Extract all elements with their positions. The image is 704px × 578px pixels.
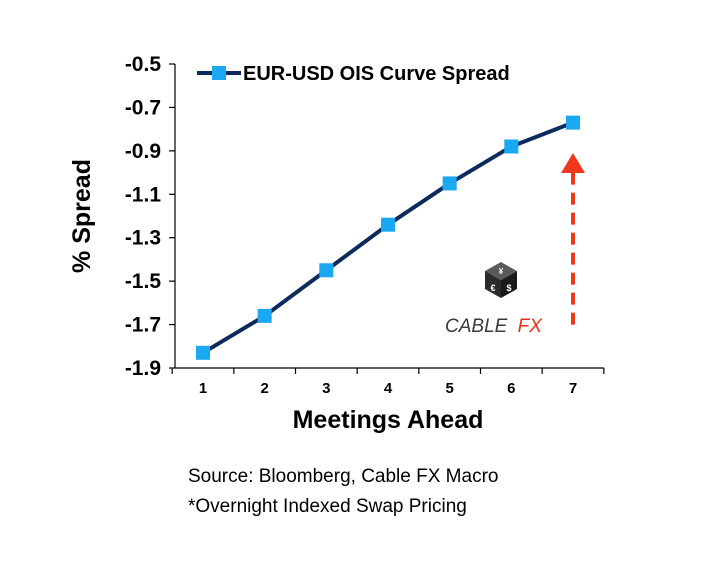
x-tick-label: 4: [384, 380, 393, 397]
data-point: [196, 345, 210, 360]
data-point: [257, 308, 272, 323]
logo-wordmark: CABLE FX: [445, 316, 543, 337]
cable-fx-logo: € $ ¥ CABLE FX: [445, 262, 543, 337]
x-tick-label: 2: [260, 380, 268, 397]
y-tick-label: -0.7: [125, 96, 161, 119]
legend: EUR-USD OIS Curve Spread: [197, 63, 510, 85]
x-axis-title: Meetings Ahead: [293, 406, 484, 434]
y-ticks: -0.5 -0.7 -0.9 -1.1 -1.3 -1.5 -1.7 -1.9: [125, 53, 175, 380]
legend-marker: [212, 66, 226, 80]
logo-text-accent: FX: [518, 316, 544, 337]
x-tick-label: 3: [322, 380, 330, 397]
x-tick-label: 5: [445, 380, 453, 397]
svg-text:¥: ¥: [499, 267, 504, 276]
series-layer: [196, 115, 580, 360]
x-tick-label: 7: [569, 380, 577, 397]
y-tick-label: -1.9: [125, 357, 161, 380]
dice-icon: € $ ¥: [485, 262, 517, 298]
data-point: [504, 139, 519, 154]
data-point: [566, 115, 580, 130]
y-tick-label: -0.5: [125, 53, 162, 76]
x-tick-label: 6: [507, 380, 515, 397]
svg-text:€: €: [490, 283, 495, 293]
logo-text-main: CABLE: [445, 316, 508, 337]
y-tick-label: -1.1: [125, 183, 162, 206]
y-tick-label: -1.3: [125, 227, 161, 250]
data-point: [381, 217, 395, 232]
axes: [174, 64, 604, 369]
x-ticks: 1 2 3 4 5 6 7: [171, 368, 605, 397]
data-point: [319, 263, 334, 278]
arrow-head: [561, 153, 585, 174]
y-axis-title: % Spread: [68, 159, 96, 273]
pricing-footnote: *Overnight Indexed Swap Pricing: [188, 496, 467, 517]
legend-label: EUR-USD OIS Curve Spread: [243, 63, 510, 85]
arrow-layer: [561, 153, 585, 325]
y-tick-label: -1.5: [125, 270, 162, 293]
source-note: Source: Bloomberg, Cable FX Macro: [188, 466, 499, 487]
data-point: [442, 176, 457, 191]
y-tick-label: -1.7: [125, 314, 161, 337]
svg-text:$: $: [506, 283, 511, 293]
x-tick-label: 1: [199, 380, 207, 397]
y-tick-label: -0.9: [125, 140, 161, 163]
